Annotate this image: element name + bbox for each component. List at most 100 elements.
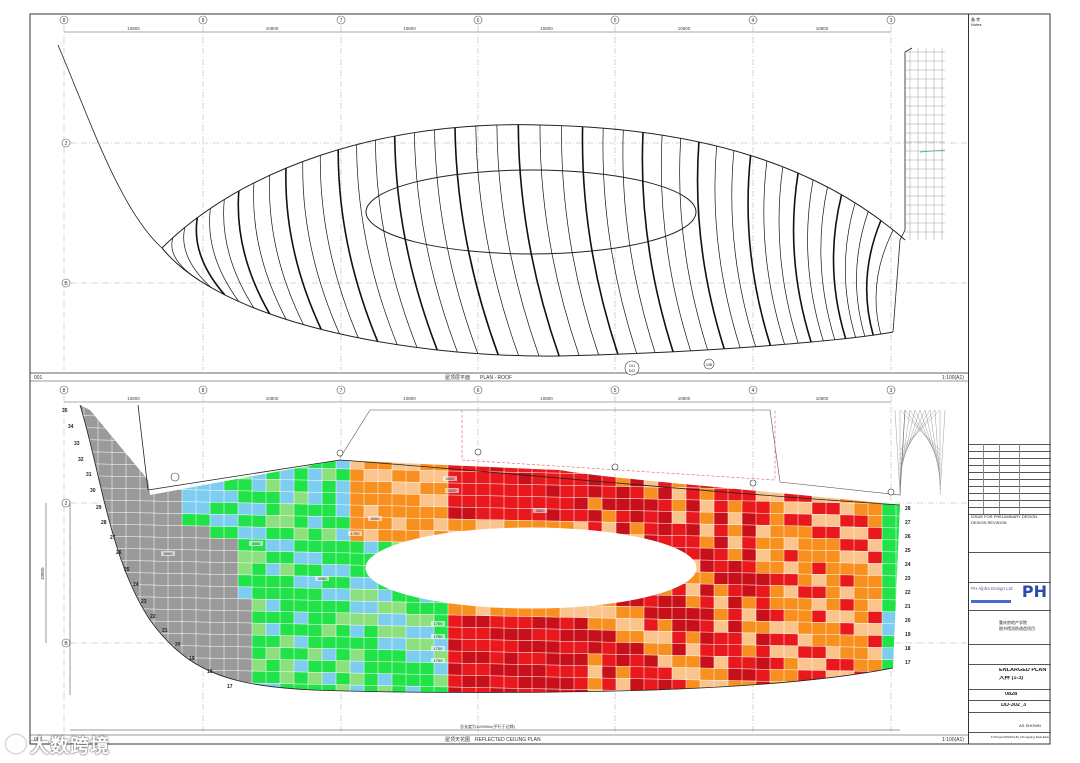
- ceiling-panel: [742, 464, 756, 477]
- grid-column-label: 5: [614, 388, 617, 394]
- ceiling-panel: [378, 589, 392, 602]
- ceiling-panel: [238, 550, 252, 563]
- ceiling-panel: [112, 488, 126, 501]
- ceiling-panel: [462, 687, 476, 693]
- ceiling-panel: [252, 671, 266, 684]
- ceiling-panel: [854, 503, 868, 516]
- ceiling-panel: [798, 405, 812, 418]
- ceiling-panel: [476, 507, 490, 520]
- ceiling-panel: [770, 657, 784, 670]
- row-number: 32: [78, 457, 84, 463]
- ceiling-panel: [840, 695, 854, 707]
- ceiling-panel: [672, 511, 686, 524]
- roof-rib: [393, 136, 438, 351]
- ceiling-panel: [798, 573, 812, 586]
- panel-dimension: 3000: [252, 541, 262, 546]
- ceiling-panel: [224, 598, 238, 611]
- ceiling-panel: [126, 596, 140, 609]
- ceiling-panel: [126, 512, 140, 525]
- ceiling-panel: [322, 624, 336, 637]
- ceiling-panel: [266, 659, 280, 672]
- ceiling-panel: [826, 634, 840, 647]
- ceiling-panel: [868, 587, 882, 600]
- ceiling-panel: [364, 661, 378, 674]
- ceiling-panel: [882, 455, 896, 468]
- ceiling-panel: [826, 526, 840, 539]
- ceiling-panel: [770, 477, 784, 490]
- ceiling-panel: [182, 573, 196, 586]
- ceiling-panel: [434, 494, 448, 507]
- ceiling-panel: [364, 405, 378, 410]
- ceiling-panel: [756, 441, 770, 454]
- ceiling-panel: [574, 473, 588, 486]
- ceiling-panel: [644, 462, 658, 475]
- ceiling-panel: [210, 526, 224, 539]
- ceiling-panel: [322, 636, 336, 649]
- ceiling-panel: [392, 601, 406, 614]
- grid-bubble: [610, 15, 620, 25]
- roof-rib: [195, 217, 226, 296]
- ceiling-panel: [546, 460, 560, 473]
- ceiling-panel: [854, 431, 868, 444]
- ceiling-panel: [812, 694, 826, 706]
- ceiling-panel: [84, 405, 98, 416]
- ceiling-panel: [714, 620, 728, 633]
- ceiling-panel: [574, 449, 588, 462]
- ceiling-panel: [826, 586, 840, 599]
- ceiling-panel: [854, 515, 868, 528]
- ceiling-panel: [518, 472, 532, 485]
- dimension-label: 10800: [816, 26, 829, 31]
- ceiling-panel: [630, 486, 644, 499]
- ceiling-panel: [854, 635, 868, 648]
- ceiling-panel: [364, 505, 378, 518]
- roof-rib: [269, 175, 304, 325]
- ceiling-panel: [126, 524, 140, 537]
- ceiling-panel: [154, 585, 168, 598]
- ceiling-panel: [714, 560, 728, 573]
- ceiling-panel: [812, 502, 826, 515]
- ceiling-panel: [798, 537, 812, 550]
- revision-row: [969, 465, 1051, 466]
- ceiling-panel: [168, 537, 182, 550]
- hatch-line: [914, 409, 941, 466]
- ceiling-panel: [364, 541, 378, 554]
- ceiling-panel: [602, 450, 616, 463]
- ceiling-panel: [784, 501, 798, 514]
- ceiling-panel: [658, 499, 672, 512]
- ceiling-panel: [112, 572, 126, 585]
- ceiling-panel: [630, 450, 644, 463]
- ceiling-panel: [672, 535, 686, 548]
- ceiling-panel: [658, 439, 672, 452]
- ceiling-panel: [588, 485, 602, 498]
- panel-grid-line: [80, 427, 900, 445]
- plan-title-en: PLAN - ROOF: [480, 375, 512, 381]
- ceiling-panel: [700, 452, 714, 464]
- ceiling-panel: [742, 584, 756, 597]
- ceiling-panel: [476, 675, 490, 688]
- panel-dimension: 1700: [434, 658, 444, 663]
- revision-row: [969, 472, 1051, 473]
- ceiling-panel: [658, 405, 672, 416]
- grid-bubble: [473, 15, 483, 25]
- ceiling-panel: [518, 496, 532, 509]
- ceiling-panel: [630, 414, 644, 427]
- dimension-label: 10800: [127, 26, 140, 31]
- ceiling-panel: [154, 657, 168, 670]
- ceiling-panel: [280, 419, 294, 432]
- ceiling-panel: [756, 465, 770, 478]
- ceiling-panel: [812, 562, 826, 575]
- ceiling-panel: [630, 606, 644, 619]
- ceiling-panel: [364, 409, 378, 422]
- ceiling-panel: [266, 431, 280, 444]
- panel-dimension: 1700: [434, 634, 444, 639]
- ceiling-panel: [266, 527, 280, 540]
- ceiling-panel: [630, 690, 644, 693]
- ceiling-panel: [266, 623, 280, 636]
- ceiling-panel: [588, 449, 602, 462]
- ceiling-panel: [532, 688, 546, 693]
- ceiling-panel: [336, 468, 350, 481]
- ceiling-panel: [686, 691, 700, 693]
- ceiling-panel: [308, 600, 322, 613]
- ceiling-panel: [224, 574, 238, 587]
- panel-dimension: 3000: [318, 576, 328, 581]
